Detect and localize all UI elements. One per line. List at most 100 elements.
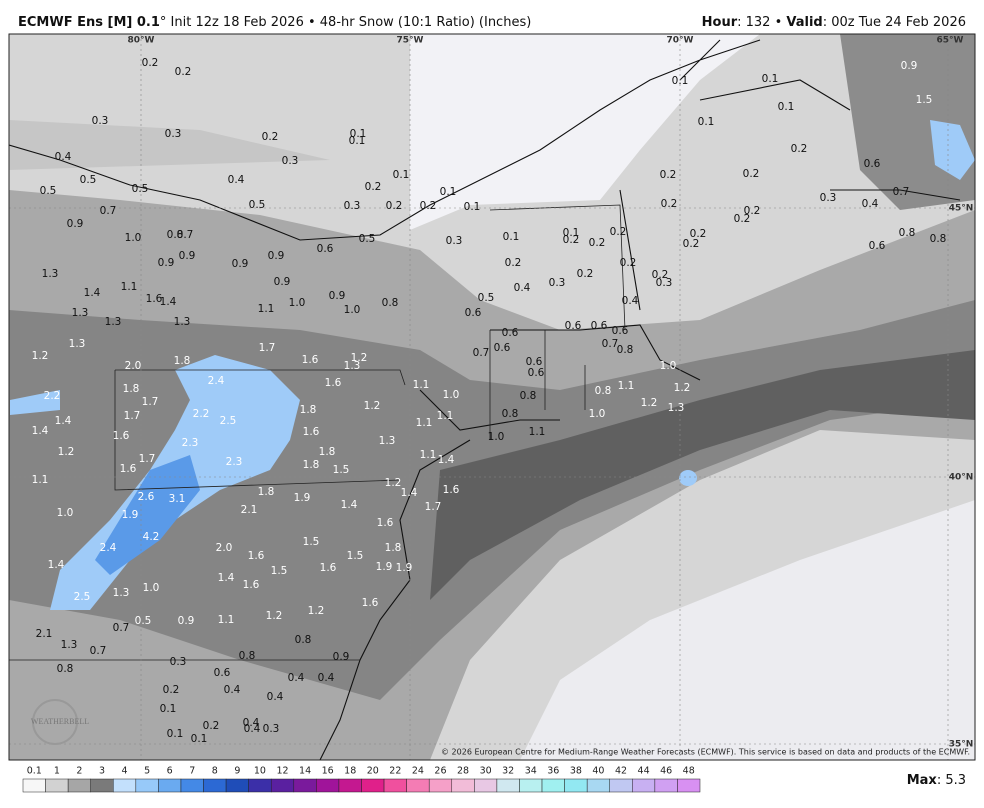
logo: WEATHERBELL — [31, 717, 89, 726]
snow-amount: 0.5 — [80, 174, 97, 186]
title-bold: ECMWF Ens [M] 0.1 — [18, 15, 160, 30]
colorbar-label: 48 — [683, 766, 695, 777]
snow-amount: 1.6 — [248, 550, 265, 562]
snow-amount: 1.7 — [139, 453, 156, 465]
snow-blue-3 — [10, 390, 60, 415]
snow-amount: 1.2 — [266, 610, 283, 622]
snow-amount: 1.2 — [32, 350, 49, 362]
snow-amount: 0.1 — [349, 135, 366, 147]
snow-amount: 0.6 — [869, 240, 886, 252]
snow-amount: 0.2 — [652, 269, 669, 281]
colorbar-cell — [451, 778, 475, 793]
colorbar-cell — [270, 778, 295, 793]
snow-amount: 1.4 — [32, 425, 49, 437]
colorbar-label: 42 — [615, 766, 627, 777]
colorbar-cell — [609, 778, 633, 793]
snow-amount: 1.8 — [319, 446, 336, 458]
snow-amount: 2.5 — [220, 415, 237, 427]
snow-amount: 2.0 — [216, 542, 233, 554]
snow-amount: 1.6 — [362, 597, 379, 609]
colorbar-label: 38 — [570, 766, 582, 777]
valid-key: Valid — [786, 15, 822, 30]
snow-amount: 0.4 — [318, 672, 335, 684]
title-rest: ° Init 12z 18 Feb 2026 • 48-hr Snow (10:… — [160, 15, 531, 30]
snow-amount: 2.5 — [74, 591, 91, 603]
snow-amount: 0.3 — [263, 723, 280, 735]
colorbar-label: 20 — [367, 766, 379, 777]
snow-amount: 0.7 — [473, 347, 490, 359]
colorbar-cell — [474, 778, 498, 793]
snow-amount: 1.6 — [443, 484, 460, 496]
colorbar-label: 10 — [254, 766, 266, 777]
colorbar-cell — [564, 778, 588, 793]
snow-amount: 0.9 — [178, 615, 195, 627]
snow-amount: 0.6 — [465, 307, 482, 319]
snow-amount: 1.6 — [113, 430, 130, 442]
snow-amount: 0.5 — [135, 615, 152, 627]
colorbar-cell — [541, 778, 565, 793]
snow-amount: 1.7 — [142, 396, 159, 408]
grid-label: 75°W — [397, 36, 424, 46]
colorbar-cell — [519, 778, 543, 793]
snow-amount: 0.9 — [329, 290, 346, 302]
colorbar-label: 32 — [502, 766, 514, 777]
snow-amount: 1.8 — [303, 459, 320, 471]
snow-amount: 1.3 — [344, 360, 361, 372]
snow-amount: 0.4 — [243, 717, 260, 729]
hour-value: : 132 • — [737, 15, 786, 30]
snow-amount: 1.3 — [42, 268, 59, 280]
snow-amount: 0.2 — [175, 66, 192, 78]
snow-amount: 1.0 — [443, 389, 460, 401]
colorbar-cell — [90, 778, 114, 793]
colorbar-cell — [496, 778, 520, 793]
snow-amount: 0.2 — [620, 257, 637, 269]
colorbar-label: 40 — [592, 766, 604, 777]
snow-amount: 0.7 — [177, 229, 194, 241]
snow-amount: 1.1 — [529, 426, 546, 438]
snow-amount: 0.6 — [864, 158, 881, 170]
colorbar-label: 28 — [457, 766, 469, 777]
colorbar-cell — [67, 778, 91, 793]
snow-amount: 1.2 — [351, 352, 368, 364]
snow-amount: 2.4 — [208, 375, 225, 387]
snow-amount: 0.7 — [113, 622, 130, 634]
snow-blue-4 — [930, 120, 975, 180]
snow-amount: 2.1 — [36, 628, 53, 640]
snow-amount: 0.6 — [565, 320, 582, 332]
snow-amount: 1.4 — [401, 487, 418, 499]
snow-amount: 0.8 — [899, 227, 916, 239]
snow-amount: 1.0 — [125, 232, 142, 244]
snow-amount: 0.2 — [744, 205, 761, 217]
copyright: © 2026 European Centre for Medium-Range … — [441, 748, 970, 757]
snow-amount: 0.4 — [228, 174, 245, 186]
ocean-light — [520, 500, 975, 760]
snow-amount: 1.7 — [259, 342, 276, 354]
snow-amount: 0.5 — [249, 199, 266, 211]
colorbar-cell — [22, 778, 46, 793]
snow-amount: 1.8 — [174, 355, 191, 367]
snow-amount: 4.2 — [143, 531, 160, 543]
snow-amount: 0.5 — [359, 233, 376, 245]
snow-amount: 1.8 — [300, 404, 317, 416]
snow-amount: 0.6 — [494, 342, 511, 354]
snow-amount: 0.7 — [100, 205, 117, 217]
snow-amount: 0.9 — [268, 250, 285, 262]
snow-amount: 0.2 — [661, 198, 678, 210]
snow-amount: 0.3 — [170, 656, 187, 668]
snow-amount: 0.4 — [244, 723, 261, 735]
colorbar-cell — [406, 778, 430, 793]
snow-amount: 0.4 — [622, 295, 639, 307]
snow-amount: 0.8 — [502, 408, 519, 420]
snow-amount: 0.3 — [549, 277, 566, 289]
snow-amount: 0.3 — [656, 277, 673, 289]
snow-amount: 0.2 — [420, 200, 437, 212]
snow-amount: 0.6 — [528, 367, 545, 379]
snow-amount: 0.8 — [930, 233, 947, 245]
snow-amount: 0.2 — [683, 238, 700, 250]
snow-amount: 0.9 — [333, 651, 350, 663]
valid-info: Hour: 132 • Valid: 00z Tue 24 Feb 2026 — [702, 15, 966, 30]
snow-amount: 0.8 — [617, 344, 634, 356]
snow-amount: 0.1 — [191, 733, 208, 745]
snow-amount: 1.4 — [341, 499, 358, 511]
grid-label: 65°W — [937, 36, 964, 46]
